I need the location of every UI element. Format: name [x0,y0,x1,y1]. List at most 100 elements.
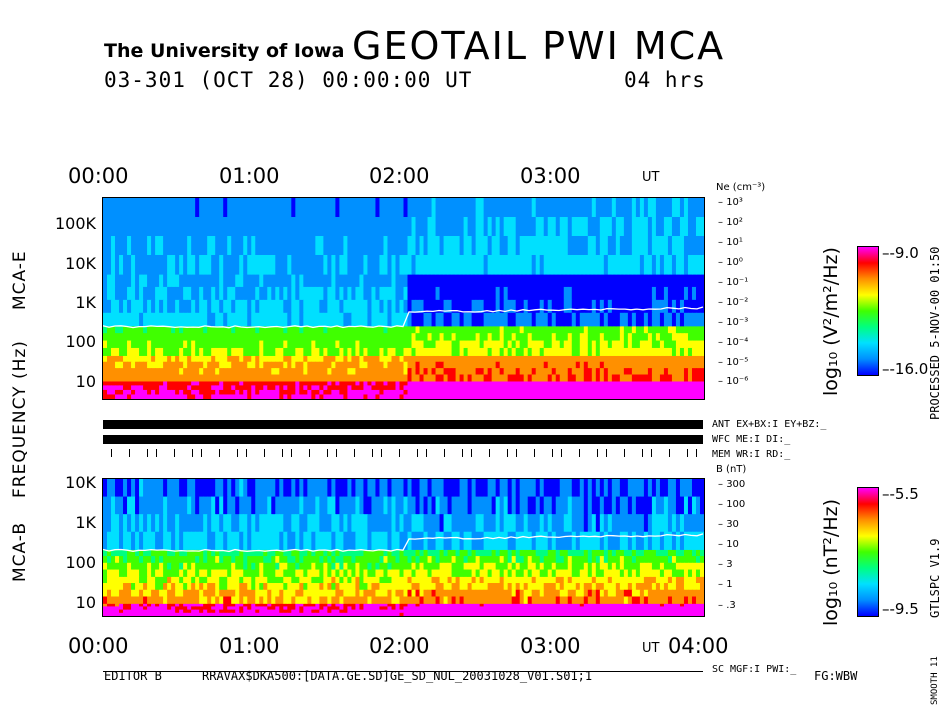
spectrogram-cell [175,596,180,604]
spectrogram-cell [287,236,292,256]
spectrogram-cell [667,347,673,356]
spectrogram-cell [495,299,501,314]
spectrogram-cell [635,312,641,327]
spectrogram-cell [591,368,597,376]
spectrogram-cell [659,596,665,604]
spectrogram-cell [507,603,513,608]
spectrogram-cell [191,606,196,611]
spectrogram-cell [243,340,248,349]
spectrogram-cell [103,606,108,611]
spectrogram-cell [451,606,457,611]
spectrogram-cell [487,479,493,498]
spectrogram-cell [127,236,132,256]
spectrogram-cell [603,606,609,611]
spectrogram-cell [447,596,453,604]
spectrogram-cell [431,347,437,356]
spectrogram-cell [303,589,308,598]
spectrogram-cell [235,198,240,218]
spectrogram-cell [679,569,685,577]
spectrogram-cell [451,217,457,237]
spectrogram-cell [519,389,525,396]
spectrogram-cell [175,286,180,301]
spectrogram-cell [679,385,685,391]
spectrogram-cell [379,394,385,399]
spectrogram-cell [511,333,517,342]
spectrogram-cell [699,583,704,591]
spectrogram-cell [355,389,361,396]
spectrogram-cell [631,217,637,237]
spectrogram-cell [503,612,509,616]
spectrogram-cell [135,217,140,237]
wfc-status-bar [103,435,703,444]
spectrogram-cell [195,609,200,614]
spectrogram-cell [107,347,112,356]
spectrogram-cell [483,394,489,399]
spectrogram-cell [487,273,493,288]
spectrogram-cell [387,355,393,363]
spectrogram-cell [579,576,585,584]
spectrogram-cell [195,368,200,376]
spectrogram-cell [403,549,409,557]
spectrogram-cell [643,254,649,275]
spectrogram-cell [459,340,465,349]
spectrogram-cell [299,368,304,376]
spectrogram-cell [587,236,593,256]
spectrogram-cell [575,312,581,327]
spectrogram-cell [583,380,589,386]
spectrogram-cell [323,394,328,399]
spectrogram-cell [423,347,429,356]
duration-label: 04 hrs [624,68,706,92]
spectrogram-cell [187,596,192,604]
spectrogram-cell [483,286,489,301]
spectrogram-cell [247,355,252,363]
spectrogram-cell [375,589,381,598]
spectrogram-cell [135,286,140,301]
spectrogram-cell [595,355,601,363]
spectrogram-cell [619,325,625,334]
spectrogram-cell [375,361,381,369]
spectrogram-cell [495,312,501,327]
spectrogram-cell [319,612,324,616]
spectrogram-cell [451,385,457,391]
spectrogram-cell [231,385,236,391]
spectrogram-cell [415,603,421,608]
spectrogram-cell [579,355,585,363]
spectrogram-cell [683,368,689,376]
spectrogram-cell [495,603,501,608]
spectrogram-cell [371,389,377,396]
spectrogram-cell [647,361,653,369]
spectrogram-cell [699,576,704,584]
spectrogram-cell [331,612,336,616]
spectrogram-cell [399,380,405,386]
spectrogram-cell [419,549,425,557]
spectrogram-cell [223,380,228,386]
spectrogram-cell [287,198,292,218]
spectrogram-cell [615,394,621,399]
spectrogram-cell [575,549,581,557]
spectrogram-cell [279,562,284,571]
spectrogram-cell [187,340,192,349]
spectrogram-cell [675,361,681,369]
spectrogram-cell [291,361,296,369]
spectrogram-cell [159,569,164,577]
spectrogram-cell [443,606,449,611]
spectrogram-cell [275,596,280,604]
spectrogram-cell [299,236,304,256]
spectrogram-cell [583,374,589,382]
spectrogram-cell [191,325,196,334]
spectrogram-cell [639,361,645,369]
spectrogram-cell [575,389,581,396]
spectrogram-cell [623,556,629,564]
spectrogram-cell [199,583,204,591]
spectrogram-cell [195,556,200,564]
spectrogram-cell [151,394,156,399]
spectrogram-cell [415,325,421,334]
spectrogram-cell [247,198,252,218]
spectrogram-cell [663,583,669,591]
spectrogram-cell [331,325,336,334]
spectrogram-cell [179,355,184,363]
spectrogram-cell [139,333,144,342]
spectrogram-cell [487,312,493,327]
spectrogram-cell [183,603,188,608]
spectrogram-cell [487,380,493,386]
